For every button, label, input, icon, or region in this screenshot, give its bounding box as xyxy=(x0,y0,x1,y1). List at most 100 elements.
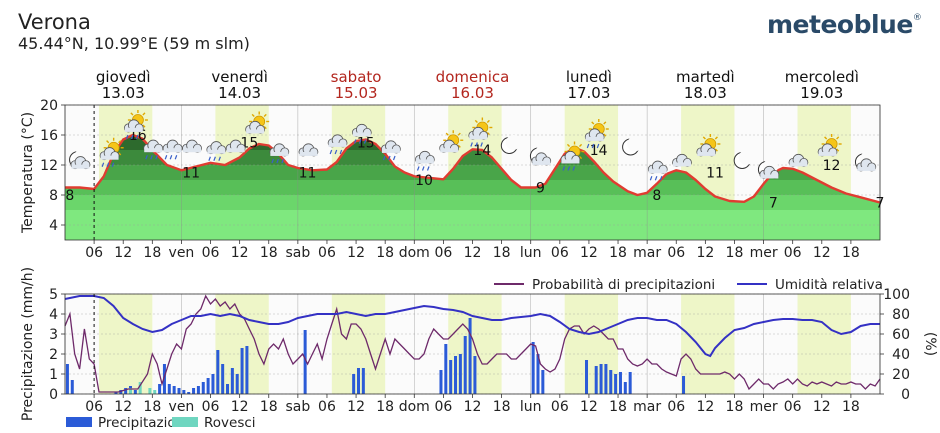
meteoblue-logo[interactable]: meteoblue® xyxy=(767,10,922,39)
temp-x-tick-label: 12 xyxy=(580,245,598,261)
rain-drop xyxy=(562,166,566,171)
cloud-base xyxy=(760,174,779,179)
showers-bar xyxy=(153,390,157,394)
precip-x-tick-label: ven xyxy=(169,399,195,415)
cloud-base xyxy=(246,129,265,134)
precipitation-bar xyxy=(124,388,128,394)
temperature-value-label: 14 xyxy=(473,143,491,159)
sun-ray xyxy=(474,119,478,124)
temp-x-tick-label: mar xyxy=(633,245,661,261)
precip-x-tick-label: sab xyxy=(285,399,310,415)
cloud-base xyxy=(857,166,876,171)
rain-drop xyxy=(213,156,216,161)
precipitation-bar xyxy=(182,390,186,394)
sun-ray xyxy=(714,148,718,152)
precipitation-bar xyxy=(604,364,608,394)
cloud-base xyxy=(561,159,580,164)
precipitation-bar xyxy=(356,368,361,394)
rain-drop xyxy=(382,155,386,161)
precip-x-tick-label: 06 xyxy=(85,399,103,415)
rain-drop xyxy=(135,134,139,140)
precip-x-tick-label: 06 xyxy=(551,399,569,415)
precip-y-tick-label: 4 xyxy=(49,307,58,323)
temperature-value-label: 9 xyxy=(536,181,545,197)
rain-drop xyxy=(649,176,653,181)
precip-y-tick-label: 0 xyxy=(49,387,58,403)
location-coordinates: 45.44°N, 10.99°E (59 m slm) xyxy=(18,34,250,53)
precip-x-tick-label: 18 xyxy=(260,399,278,415)
precipitation-bar xyxy=(211,374,215,394)
precip-x-tick-label: lun xyxy=(520,399,542,415)
rain-drop xyxy=(596,143,600,149)
sun-cloud-rain-icon xyxy=(468,117,493,147)
sun-ray xyxy=(702,136,706,140)
day-date-label: 17.03 xyxy=(567,84,610,102)
precipitation-bar xyxy=(682,376,686,394)
precip-x-tick-label: 18 xyxy=(493,399,511,415)
rain-drop xyxy=(470,142,473,147)
sun-ray xyxy=(836,136,840,140)
precip-y2-tick-label: 100 xyxy=(883,287,910,303)
temp-x-tick-label: 18 xyxy=(493,245,511,261)
sun-ray xyxy=(118,140,122,144)
rain-drop xyxy=(271,158,275,164)
rain-drop xyxy=(387,155,391,161)
temp-x-tick-label: 06 xyxy=(784,245,802,261)
moon-cut xyxy=(738,150,754,165)
rain-drop xyxy=(169,155,173,160)
precip-y2-tick-label: 80 xyxy=(892,307,910,323)
daylight-band-precip xyxy=(681,294,735,394)
cloud-rain-icon xyxy=(415,150,435,171)
cloud-icon xyxy=(182,139,202,153)
rain-drop xyxy=(475,142,478,147)
cloud-base xyxy=(415,159,434,164)
precipitation-bar xyxy=(167,384,171,394)
precip-y2-tick-label: 60 xyxy=(892,327,910,343)
precip-y2-tick-label: 20 xyxy=(892,367,910,383)
precip-x-tick-label: 18 xyxy=(143,399,161,415)
temp-x-tick-label: 06 xyxy=(551,245,569,261)
sun-ray xyxy=(263,125,267,130)
precip-x-tick-label: 06 xyxy=(667,399,685,415)
temp-x-tick-label: 12 xyxy=(114,245,132,261)
temperature-value-label: 11 xyxy=(299,166,317,182)
temperature-value-label: 8 xyxy=(65,188,74,204)
precipitation-bar xyxy=(449,360,453,394)
rain-drop xyxy=(111,162,115,167)
precipitation-bar xyxy=(235,374,239,394)
relative-humidity-line xyxy=(64,295,880,358)
cloud-base xyxy=(818,151,837,156)
precipitation-bar xyxy=(216,350,220,394)
temperature-band xyxy=(65,195,880,210)
cloud-base xyxy=(163,148,182,153)
sun-ray xyxy=(251,113,255,118)
cloud-base xyxy=(469,135,488,140)
precip-x-tick-label: 12 xyxy=(696,399,714,415)
rain-drop xyxy=(150,155,153,160)
cloud-base xyxy=(697,151,716,156)
precipitation-bar xyxy=(65,364,69,394)
temperature-value-label: 15 xyxy=(357,136,375,152)
rain-drop xyxy=(174,155,178,160)
precip-y-tick-label: 2 xyxy=(49,347,58,363)
day-date-label: 15.03 xyxy=(335,84,378,102)
sun-ray xyxy=(836,148,840,152)
rain-drop xyxy=(218,156,221,161)
cloud-rain-icon xyxy=(162,139,183,160)
cloud-base xyxy=(100,155,119,160)
precipitation-bar xyxy=(196,386,200,394)
sun-cloud-rain-icon xyxy=(123,110,148,140)
temp-x-tick-label: 06 xyxy=(85,245,103,261)
sun-ray xyxy=(457,144,461,148)
precipitation-bar xyxy=(444,344,448,394)
rain-drop xyxy=(363,139,367,144)
cloud-base xyxy=(440,148,459,153)
precip-x-tick-label: 06 xyxy=(784,399,802,415)
moon-cloud-icon xyxy=(529,145,552,166)
legend-label: Probabilità di precipitazioni xyxy=(532,277,715,293)
temp-x-tick-label: 18 xyxy=(726,245,744,261)
sun-ray xyxy=(142,112,146,116)
legend-label: Umidità relativa xyxy=(775,277,883,293)
precipitation-bar xyxy=(628,372,632,394)
